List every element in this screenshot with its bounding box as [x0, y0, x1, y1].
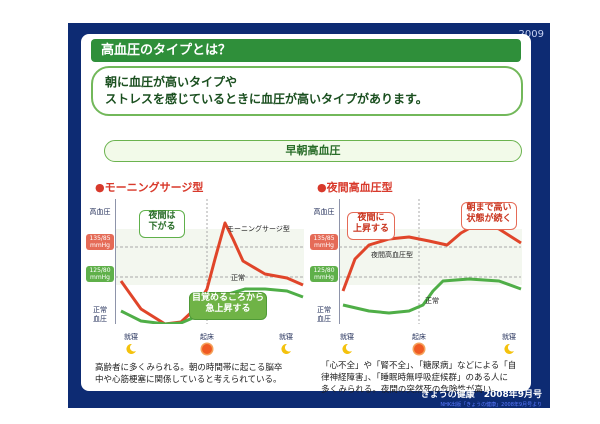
- left-axis-high: 高血圧: [89, 208, 111, 216]
- right-label-nocturnal: 夜間高血圧型: [371, 251, 413, 259]
- left-callout-night-l2: 下がる: [148, 222, 176, 232]
- right-callout-night: 夜間に 上昇する: [347, 212, 395, 240]
- left-axis-normal-l1: 正常: [93, 306, 107, 314]
- right-callout-night-l1: 夜間に: [357, 213, 385, 223]
- left-pill-high-value: 135/85: [89, 235, 111, 242]
- sun-icon: [202, 344, 212, 354]
- left-callout-wake: 目覚めるころから 急上昇する: [189, 292, 267, 320]
- slide-background: 2009 高血圧のタイプとは？ 朝に血圧が高いタイプや ストレスを感じているとき…: [68, 23, 550, 408]
- sun-icon: [414, 344, 424, 354]
- right-pill-high: 135/85 mmHg: [310, 234, 338, 250]
- moon-icon: [281, 344, 291, 354]
- right-label-normal: 正常: [425, 297, 439, 305]
- footer-credit: きょうの健康 2008年9月号: [420, 390, 542, 400]
- right-desc-l1: 「心不全」や「腎不全」、「糖尿病」などによる「自: [321, 361, 517, 371]
- left-label-surge: モーニングサージ型: [227, 225, 290, 233]
- right-pill-low-unit: mmHg: [313, 274, 334, 281]
- left-time-sleep-1: 就寝: [124, 333, 138, 341]
- section-heading: 早朝高血圧: [104, 140, 522, 162]
- moon-icon: [504, 344, 514, 354]
- left-morning-surge-line: [119, 221, 304, 324]
- right-axis-high: 高血圧: [313, 208, 335, 216]
- right-pill-low-value: 125/80: [313, 267, 335, 274]
- right-pill-high-unit: mmHg: [313, 242, 334, 249]
- left-label-normal: 正常: [231, 274, 245, 282]
- left-pill-low-unit: mmHg: [89, 274, 110, 281]
- right-desc-l2: 律神経障害」、「睡眠時無呼吸症候群」のある人に: [321, 373, 509, 383]
- right-pill-high-value: 135/85: [313, 235, 335, 242]
- right-time-wake: 起床: [412, 333, 426, 341]
- right-callout-night-l2: 上昇する: [352, 224, 389, 234]
- right-pill-low: 125/80 mmHg: [310, 266, 338, 282]
- left-description: 高齢者に多くみられる。朝の時間帯に起こる脳卒 中や心筋梗塞に関係していると考えら…: [95, 362, 305, 386]
- footer-note: NHK出版「きょうの健康」2008年9月号より: [440, 402, 542, 408]
- left-pill-high: 135/85 mmHg: [86, 234, 114, 250]
- left-pill-high-unit: mmHg: [89, 242, 110, 249]
- left-desc-l1: 高齢者に多くみられる。朝の時間帯に起こる脳卒: [95, 363, 283, 373]
- right-description: 「心不全」や「腎不全」、「糖尿病」などによる「自 律神経障害」、「睡眠時無呼吸症…: [321, 360, 529, 396]
- slide-title: 高血圧のタイプとは？: [91, 39, 521, 62]
- intro-line-2: ストレスを感じているときに血圧が高いタイプがあります。: [105, 92, 428, 106]
- right-axis-normal-l1: 正常: [317, 306, 331, 314]
- left-callout-night: 夜間は 下がる: [139, 210, 185, 238]
- year-label: 2009: [518, 29, 544, 40]
- right-normal-line: [342, 277, 522, 315]
- moon-icon: [126, 344, 136, 354]
- intro-line-1: 朝に血圧が高いタイプや: [105, 75, 238, 89]
- right-time-sleep-1: 就寝: [340, 333, 354, 341]
- left-time-wake: 起床: [200, 333, 214, 341]
- left-axis-normal: 正常 血圧: [87, 306, 113, 324]
- right-axis-normal: 正常 血圧: [311, 306, 337, 324]
- left-desc-l2: 中や心筋梗塞に関係していると考えられている。: [95, 375, 282, 385]
- left-pill-low: 125/80 mmHg: [86, 266, 114, 282]
- moon-icon: [342, 344, 352, 354]
- left-callout-night-l1: 夜間は: [148, 211, 176, 221]
- right-callout-morning-l2: 状態が続く: [466, 214, 512, 224]
- left-callout-wake-l1: 目覚めるころから: [191, 293, 264, 303]
- left-axis-normal-l2: 血圧: [93, 315, 107, 323]
- left-callout-wake-l2: 急上昇する: [205, 304, 251, 314]
- intro-box: 朝に血圧が高いタイプや ストレスを感じているときに血圧が高いタイプがあります。: [91, 66, 523, 116]
- content-card: 高血圧のタイプとは？ 朝に血圧が高いタイプや ストレスを感じているときに血圧が高…: [81, 34, 531, 395]
- right-panel-title: ●夜間高血圧型: [317, 181, 393, 194]
- right-callout-morning-l1: 朝まで高い: [466, 203, 512, 213]
- right-desc-l3: 多くみられる。夜間の突然死の危険性が高い。: [321, 385, 500, 395]
- left-time-sleep-2: 就寝: [279, 333, 293, 341]
- right-time-sleep-2: 就寝: [502, 333, 516, 341]
- right-callout-morning: 朝まで高い 状態が続く: [461, 202, 517, 230]
- right-axis-normal-l2: 血圧: [317, 315, 331, 323]
- left-pill-low-value: 125/80: [89, 267, 111, 274]
- left-panel-title: ●モーニングサージ型: [95, 181, 204, 194]
